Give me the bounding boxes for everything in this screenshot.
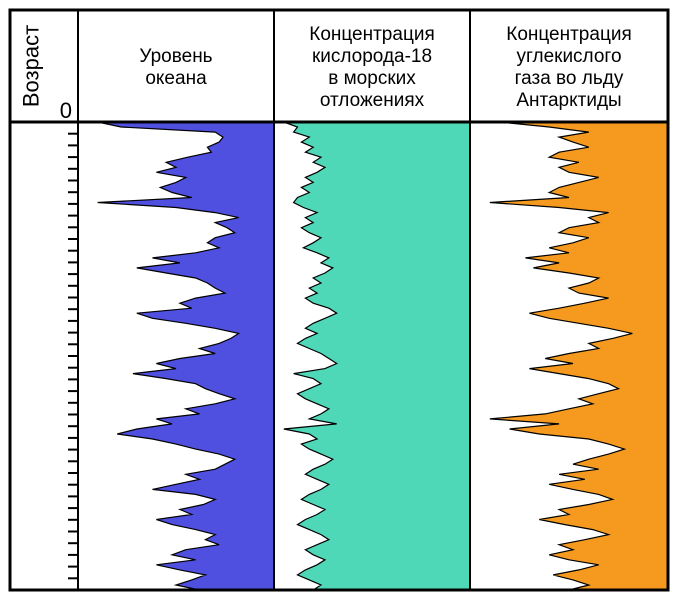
header-o18-line-1: кислорода-18 (312, 46, 432, 67)
age-ticks (68, 122, 78, 590)
header-co2-line-0: Концентрация (506, 24, 631, 45)
header-ocean-line-0: Уровень (139, 46, 212, 67)
header-co2-line-3: Антарктиды (516, 90, 621, 111)
header-co2-line-2: газа во льду (515, 68, 624, 89)
zero-label: 0 (60, 98, 72, 123)
axis-label: Возраст (19, 25, 44, 107)
header-o18-line-3: отложениях (320, 90, 425, 111)
header-o18-line-2: в морских (328, 68, 416, 89)
header-co2-line-1: углекислого (516, 46, 621, 67)
header-o18-line-0: Концентрация (309, 24, 434, 45)
header-ocean-line-1: океана (145, 68, 207, 89)
